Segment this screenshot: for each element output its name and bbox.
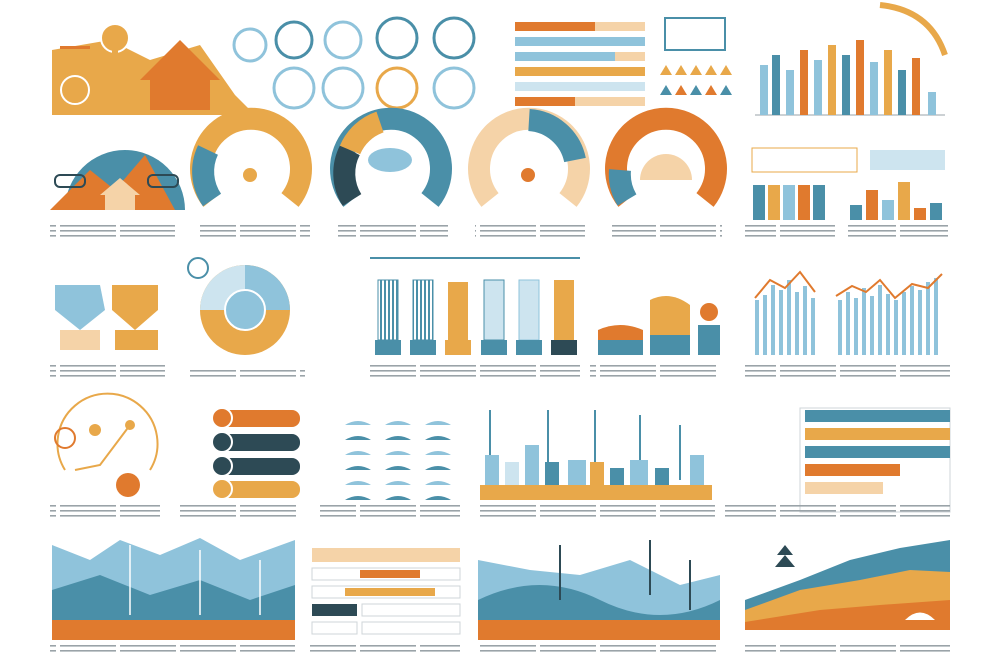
node-diagram	[54, 392, 159, 497]
landscape-panel	[52, 23, 255, 115]
building-bars	[370, 257, 580, 355]
mountain-windmills	[52, 538, 295, 640]
column-chart	[480, 410, 712, 500]
gauge-centers	[243, 148, 692, 182]
line-bar-charts	[754, 270, 943, 355]
pentagon-shapes	[55, 285, 158, 350]
layered-landscape	[745, 540, 950, 630]
horizontal-bar-chart	[799, 407, 951, 513]
pill-list	[211, 407, 300, 500]
mountain-panel	[50, 150, 185, 210]
horizontal-bars	[515, 22, 645, 106]
mini-panels	[751, 147, 945, 220]
wave-landscape	[478, 540, 720, 640]
text-lines	[50, 225, 950, 655]
wave-arrays	[345, 421, 451, 500]
icon-grid	[660, 17, 732, 95]
sunburst	[187, 257, 290, 355]
table-panel	[311, 548, 461, 635]
circle-badges	[232, 16, 476, 110]
area-shapes	[598, 296, 720, 355]
gauge-charts	[190, 107, 727, 207]
bar-chart	[755, 2, 948, 116]
